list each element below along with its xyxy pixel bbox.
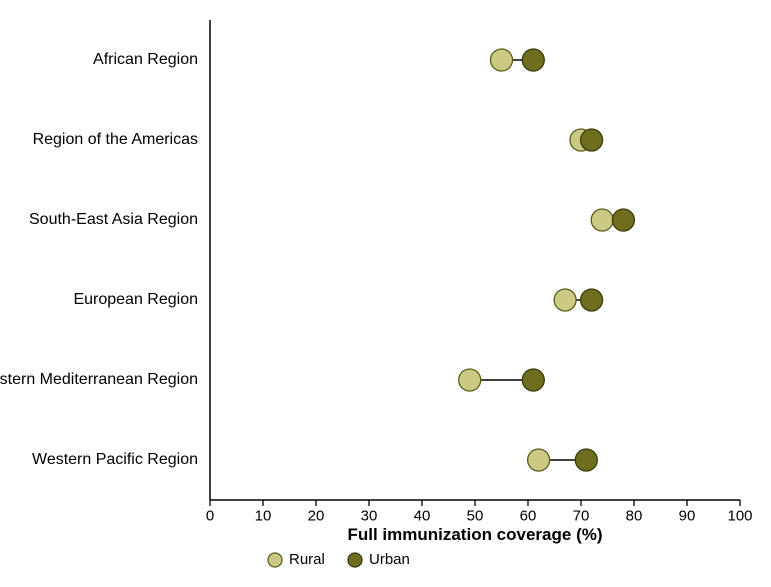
x-tick-label: 0 — [206, 507, 214, 524]
urban-marker — [581, 289, 603, 311]
category-label: Eastern Mediterranean Region — [0, 371, 198, 388]
urban-marker — [522, 49, 544, 71]
x-tick-label: 10 — [255, 507, 272, 524]
urban-marker — [522, 369, 544, 391]
x-tick-label: 30 — [361, 507, 378, 524]
rural-marker — [528, 449, 550, 471]
x-tick-label: 60 — [520, 507, 537, 524]
x-tick-label: 80 — [626, 507, 643, 524]
category-label: European Region — [73, 291, 198, 308]
legend-swatch-rural — [268, 553, 282, 567]
urban-marker — [575, 449, 597, 471]
x-tick-label: 40 — [414, 507, 431, 524]
x-tick-label: 70 — [573, 507, 590, 524]
x-tick-label: 50 — [467, 507, 484, 524]
category-label: African Region — [93, 51, 198, 68]
x-axis-title: Full immunization coverage (%) — [347, 525, 602, 544]
rural-marker — [491, 49, 513, 71]
rural-marker — [554, 289, 576, 311]
immunization-dumbbell-chart: 0 10 20 30 40 50 60 70 80 90 100 Full immunization … — [0, 0, 771, 587]
x-tick-label: 90 — [679, 507, 696, 524]
category-label: Western Pacific Region — [32, 451, 198, 468]
legend-swatch-urban — [348, 553, 362, 567]
urban-marker — [581, 129, 603, 151]
urban-marker — [612, 209, 634, 231]
rural-marker — [591, 209, 613, 231]
category-label: South-East Asia Region — [29, 211, 198, 228]
legend-label-rural: Rural — [289, 551, 325, 568]
x-tick-label: 100 — [727, 507, 752, 524]
rural-marker — [459, 369, 481, 391]
chart-svg: 0 10 20 30 40 50 60 70 80 90 100 Full immunization … — [0, 0, 771, 587]
category-label: Region of the Americas — [33, 131, 198, 148]
x-tick-label: 20 — [308, 507, 325, 524]
legend-label-urban: Urban — [369, 551, 410, 568]
